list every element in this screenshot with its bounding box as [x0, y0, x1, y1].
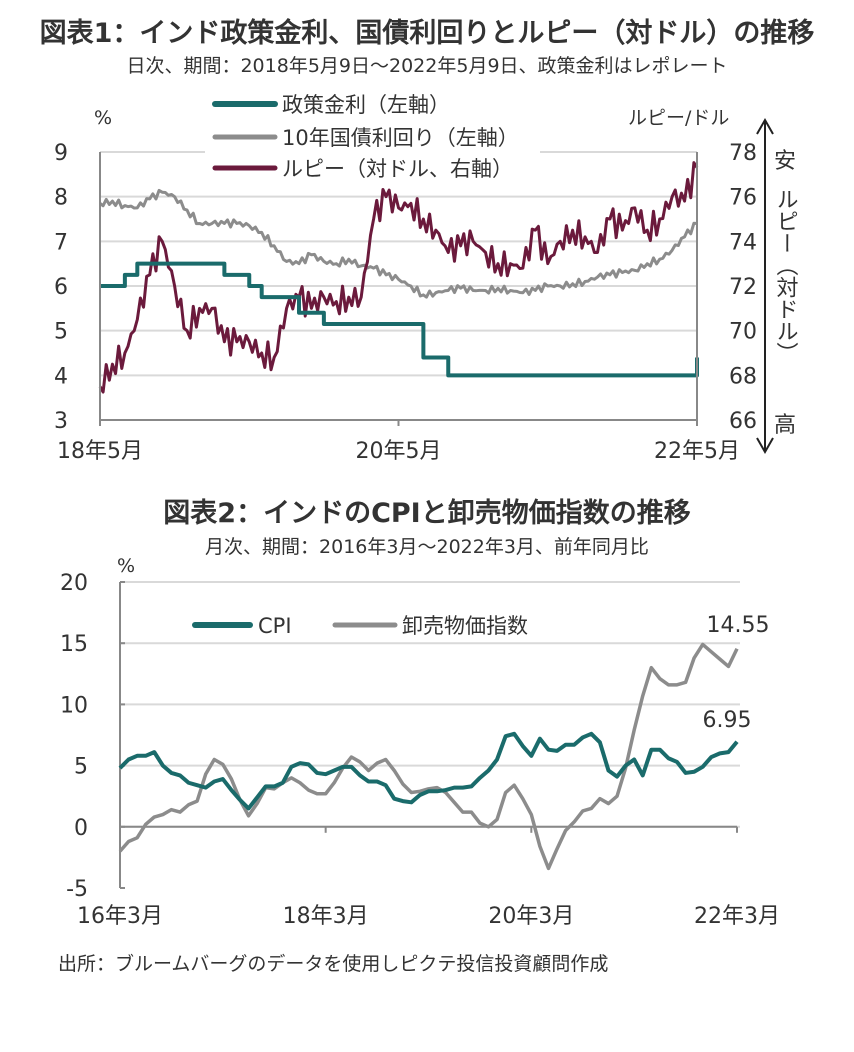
- chart2-x-tick-label: 22年3月: [694, 904, 780, 929]
- right-axis-label-rupee: ルピー（対ドル）: [773, 188, 799, 364]
- chart1-left-tick-label: 9: [54, 141, 68, 166]
- chart1-right-tick-label: 76: [729, 186, 757, 211]
- chart1-x-tick-label: 18年5月: [57, 439, 143, 464]
- chart1-gridlines: [100, 151, 697, 421]
- chart2-y-tick-label: -5: [66, 877, 88, 902]
- chart1-title: 図表1：インド政策金利、国債利回りとルピー（対ドル）の推移: [40, 17, 815, 49]
- cpi-last-label: 6.95: [703, 708, 752, 733]
- chart1-left-tick-label: 5: [54, 320, 68, 345]
- chart2-subtitle: 月次、期間：2016年3月～2022年3月、前年同月比: [205, 536, 649, 558]
- chart2-y-tick-label: 10: [60, 693, 88, 718]
- chart2-axes: -5 0 5 10 15 20 16年3月 18年3月 20年3月 22年3月: [60, 571, 780, 929]
- arrow-down-icon: [756, 437, 774, 455]
- chart1-left-tick-label: 7: [54, 230, 68, 255]
- chart1-left-unit: %: [94, 107, 112, 129]
- legend-cpi: CPI: [258, 614, 292, 638]
- wpi-line: [118, 642, 739, 871]
- chart2-x-tick-label: 20年3月: [488, 904, 574, 929]
- chart1-right-tick-label: 70: [729, 320, 757, 345]
- chart2-x-tick-label: 18年3月: [283, 904, 369, 929]
- wpi-last-label: 14.55: [707, 613, 770, 638]
- legend-bond-yield: 10年国債利回り（左軸）: [282, 126, 519, 150]
- chart1-left-tick-label: 4: [54, 364, 68, 389]
- chart2-title: 図表2：インドのCPIと卸売物価指数の推移: [163, 497, 690, 529]
- policy-rate-line: [100, 261, 699, 378]
- chart2-unit: %: [117, 555, 135, 577]
- chart1-right-tick-label: 68: [729, 364, 757, 389]
- source-note: 出所：ブルームバーグのデータを使用しピクテ投信投資顧問作成: [58, 952, 608, 975]
- chart2-x-tick-label: 16年3月: [77, 904, 163, 929]
- bond-yield-line: [99, 188, 698, 299]
- chart2-y-tick-label: 15: [60, 632, 88, 657]
- cpi-line: [118, 731, 739, 811]
- chart1-right-tick-label: 72: [729, 275, 757, 300]
- chart1-left-tick-label: 8: [54, 186, 68, 211]
- chart1-left-tick-label: 6: [54, 275, 68, 300]
- chart1-right-tick-label: 78: [729, 141, 757, 166]
- legend-rupee: ルピー（対ドル、右軸）: [282, 157, 513, 181]
- chart2-series: [118, 642, 739, 871]
- arrow-up-icon: [756, 117, 774, 135]
- chart1-subtitle: 日次、期間：2018年5月9日～2022年5月9日、政策金利はレポレート: [126, 55, 727, 77]
- rupee-line: [98, 161, 699, 394]
- chart1-right-tick-label: 74: [729, 230, 757, 255]
- legend-wpi: 卸売物価指数: [402, 614, 528, 638]
- chart1-series: [98, 161, 699, 394]
- chart1-left-tick-label: 3: [54, 409, 68, 434]
- right-axis-label-strong: 高: [774, 413, 796, 438]
- chart1-right-tick-label: 66: [729, 409, 757, 434]
- chart2-y-tick-label: 20: [60, 571, 88, 596]
- chart2-y-tick-label: 5: [74, 755, 88, 780]
- chart1-x-tick-label: 22年5月: [654, 439, 740, 464]
- right-axis-label-weak: 安: [774, 149, 796, 174]
- chart2-y-tick-label: 0: [74, 816, 88, 841]
- legend-policy-rate: 政策金利（左軸）: [282, 93, 450, 117]
- chart1-x-tick-label: 20年5月: [356, 439, 442, 464]
- chart1-right-unit: ルピー/ドル: [628, 107, 729, 129]
